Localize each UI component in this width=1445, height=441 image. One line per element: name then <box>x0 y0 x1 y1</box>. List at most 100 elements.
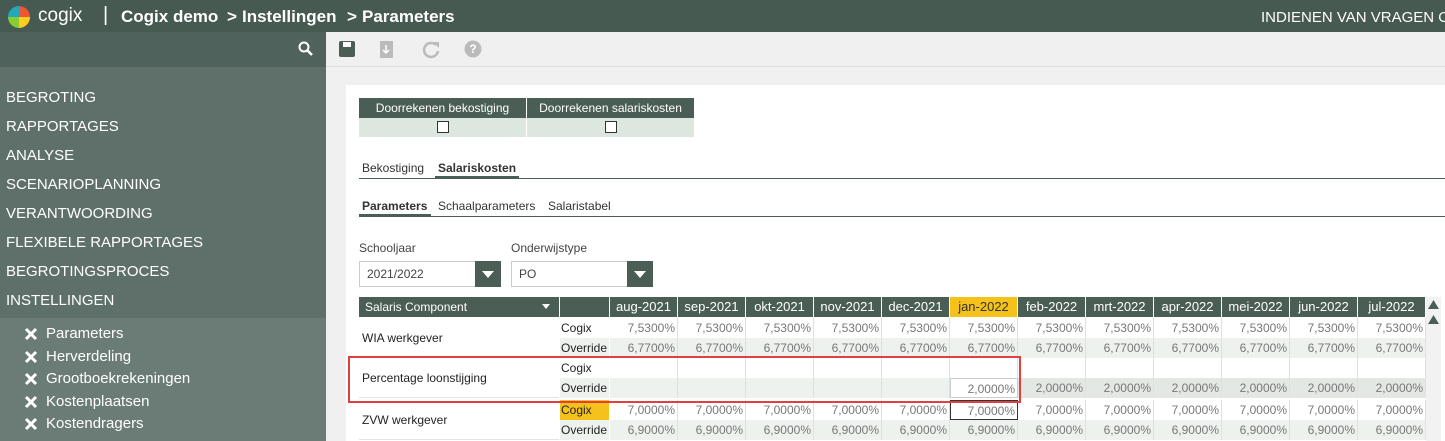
menu-item[interactable]: SCENARIOPLANNING <box>6 176 162 193</box>
value-cell[interactable]: 7,5300% <box>610 318 678 338</box>
value-cell[interactable]: 2,0000% <box>1222 378 1290 398</box>
value-cell[interactable] <box>1086 358 1154 378</box>
value-cell[interactable]: 7,5300% <box>950 318 1018 338</box>
value-cell[interactable]: 7,5300% <box>1358 318 1426 338</box>
checkbox[interactable] <box>437 121 449 133</box>
value-cell[interactable]: 7,5300% <box>814 318 882 338</box>
submenu-item[interactable]: Grootboekrekeningen <box>46 370 191 387</box>
value-cell[interactable]: 6,9000% <box>678 420 746 440</box>
value-cell[interactable]: 2,0000% <box>1358 378 1426 398</box>
value-cell[interactable] <box>610 378 678 398</box>
value-cell[interactable]: 6,7700% <box>950 338 1018 358</box>
value-cell[interactable]: 6,7700% <box>1290 338 1358 358</box>
value-cell[interactable]: 7,0000% <box>746 400 814 420</box>
value-cell[interactable]: 7,5300% <box>746 318 814 338</box>
value-cell[interactable]: 2,0000% <box>1154 378 1222 398</box>
value-cell[interactable] <box>814 378 882 398</box>
value-cell[interactable] <box>1290 358 1358 378</box>
value-cell[interactable]: 6,7700% <box>1154 338 1222 358</box>
value-cell[interactable]: 6,7700% <box>1222 338 1290 358</box>
value-cell[interactable]: 6,9000% <box>610 420 678 440</box>
value-cell[interactable] <box>678 358 746 378</box>
menu-item[interactable]: ANALYSE <box>6 147 75 164</box>
scrollbar[interactable] <box>1426 297 1441 441</box>
value-cell[interactable]: 7,0000% <box>1086 400 1154 420</box>
value-cell[interactable]: 7,0000% <box>678 400 746 420</box>
value-cell[interactable]: 6,9000% <box>1290 420 1358 440</box>
value-cell[interactable] <box>1222 358 1290 378</box>
value-cell[interactable]: 2,0000% <box>1086 378 1154 398</box>
value-cell[interactable]: 7,5300% <box>882 318 950 338</box>
value-cell[interactable]: 7,0000% <box>610 400 678 420</box>
breadcrumb-item[interactable]: Instellingen <box>242 7 337 26</box>
value-cell[interactable]: 2,0000% <box>950 378 1018 398</box>
help-link[interactable]: INDIENEN VAN VRAGEN O <box>1261 9 1445 26</box>
value-cell[interactable]: 7,5300% <box>1018 318 1086 338</box>
value-cell[interactable]: 6,7700% <box>610 338 678 358</box>
menu-item[interactable]: RAPPORTAGES <box>6 118 119 135</box>
value-cell[interactable] <box>1358 358 1426 378</box>
tab[interactable]: Bekostiging <box>362 161 425 175</box>
value-cell[interactable] <box>1018 358 1086 378</box>
select-arrow[interactable] <box>475 261 501 287</box>
subtab[interactable]: Schaalparameters <box>438 199 536 213</box>
value-cell[interactable]: 7,0000% <box>1154 400 1222 420</box>
search-icon[interactable] <box>298 41 314 57</box>
value-cell[interactable]: 6,7700% <box>678 338 746 358</box>
value-cell[interactable]: 6,9000% <box>950 420 1018 440</box>
value-cell[interactable]: 7,0000% <box>1290 400 1358 420</box>
value-cell[interactable]: 7,5300% <box>1154 318 1222 338</box>
subtab[interactable]: Parameters <box>362 199 428 213</box>
submenu-item[interactable]: Kostendragers <box>46 415 144 432</box>
select-arrow[interactable] <box>627 261 653 287</box>
submenu-item[interactable]: Kostenplaatsen <box>46 392 150 410</box>
menu-item[interactable]: FLEXIBELE RAPPORTAGES <box>6 234 204 251</box>
value-cell[interactable]: 7,0000% <box>814 400 882 420</box>
value-cell[interactable] <box>610 358 678 378</box>
action-button[interactable]: Doorrekenen salariskosten <box>527 98 694 118</box>
value-cell[interactable]: 7,5300% <box>1222 318 1290 338</box>
value-cell[interactable]: 6,9000% <box>882 420 950 440</box>
value-cell[interactable]: 7,0000% <box>882 400 950 420</box>
value-cell[interactable]: 6,9000% <box>814 420 882 440</box>
tab[interactable]: Salariskosten <box>438 161 517 175</box>
value-cell[interactable] <box>882 378 950 398</box>
value-cell[interactable]: 6,7700% <box>746 338 814 358</box>
value-cell[interactable]: 6,9000% <box>746 420 814 440</box>
value-cell[interactable]: 7,0000% <box>950 400 1018 420</box>
value-cell[interactable]: 2,0000% <box>1290 378 1358 398</box>
value-cell[interactable] <box>950 358 1018 378</box>
submenu-item[interactable]: Parameters <box>46 325 124 342</box>
menu-item[interactable]: INSTELLINGEN <box>6 292 115 309</box>
value-cell[interactable]: 6,9000% <box>1222 420 1290 440</box>
value-cell[interactable]: 6,7700% <box>1018 338 1086 358</box>
value-cell[interactable] <box>746 378 814 398</box>
value-cell[interactable] <box>678 378 746 398</box>
value-cell[interactable]: 2,0000% <box>1018 378 1086 398</box>
value-cell[interactable] <box>746 358 814 378</box>
table-header-cell[interactable]: Salaris Component <box>359 297 559 317</box>
submenu-item[interactable]: Herverdeling <box>46 347 132 365</box>
value-cell[interactable]: 7,0000% <box>1358 400 1426 420</box>
value-cell[interactable]: 6,7700% <box>882 338 950 358</box>
value-cell[interactable]: 6,9000% <box>1154 420 1222 440</box>
value-cell[interactable]: 7,5300% <box>1290 318 1358 338</box>
value-cell[interactable]: 6,7700% <box>1086 338 1154 358</box>
value-cell[interactable]: 7,0000% <box>1018 400 1086 420</box>
value-cell[interactable]: 6,9000% <box>1358 420 1426 440</box>
breadcrumb-item[interactable]: Parameters <box>362 7 455 26</box>
menu-item[interactable]: BEGROTING <box>6 89 97 106</box>
menu-item[interactable]: BEGROTINGSPROCES <box>6 263 170 280</box>
breadcrumb-item[interactable]: Cogix demo <box>121 7 219 26</box>
menu-item[interactable]: VERANTWOORDING <box>6 205 153 222</box>
checkbox[interactable] <box>605 121 617 133</box>
value-cell[interactable] <box>882 358 950 378</box>
subtab[interactable]: Salaristabel <box>548 199 611 213</box>
action-button[interactable]: Doorrekenen bekostiging <box>359 98 526 118</box>
value-cell[interactable]: 7,0000% <box>1222 400 1290 420</box>
toolbar-icons[interactable]: ? <box>338 40 488 60</box>
value-cell[interactable]: 7,5300% <box>1086 318 1154 338</box>
value-cell[interactable]: 6,7700% <box>1358 338 1426 358</box>
scroll-arrows[interactable] <box>1426 297 1441 327</box>
value-cell[interactable]: 7,5300% <box>678 318 746 338</box>
